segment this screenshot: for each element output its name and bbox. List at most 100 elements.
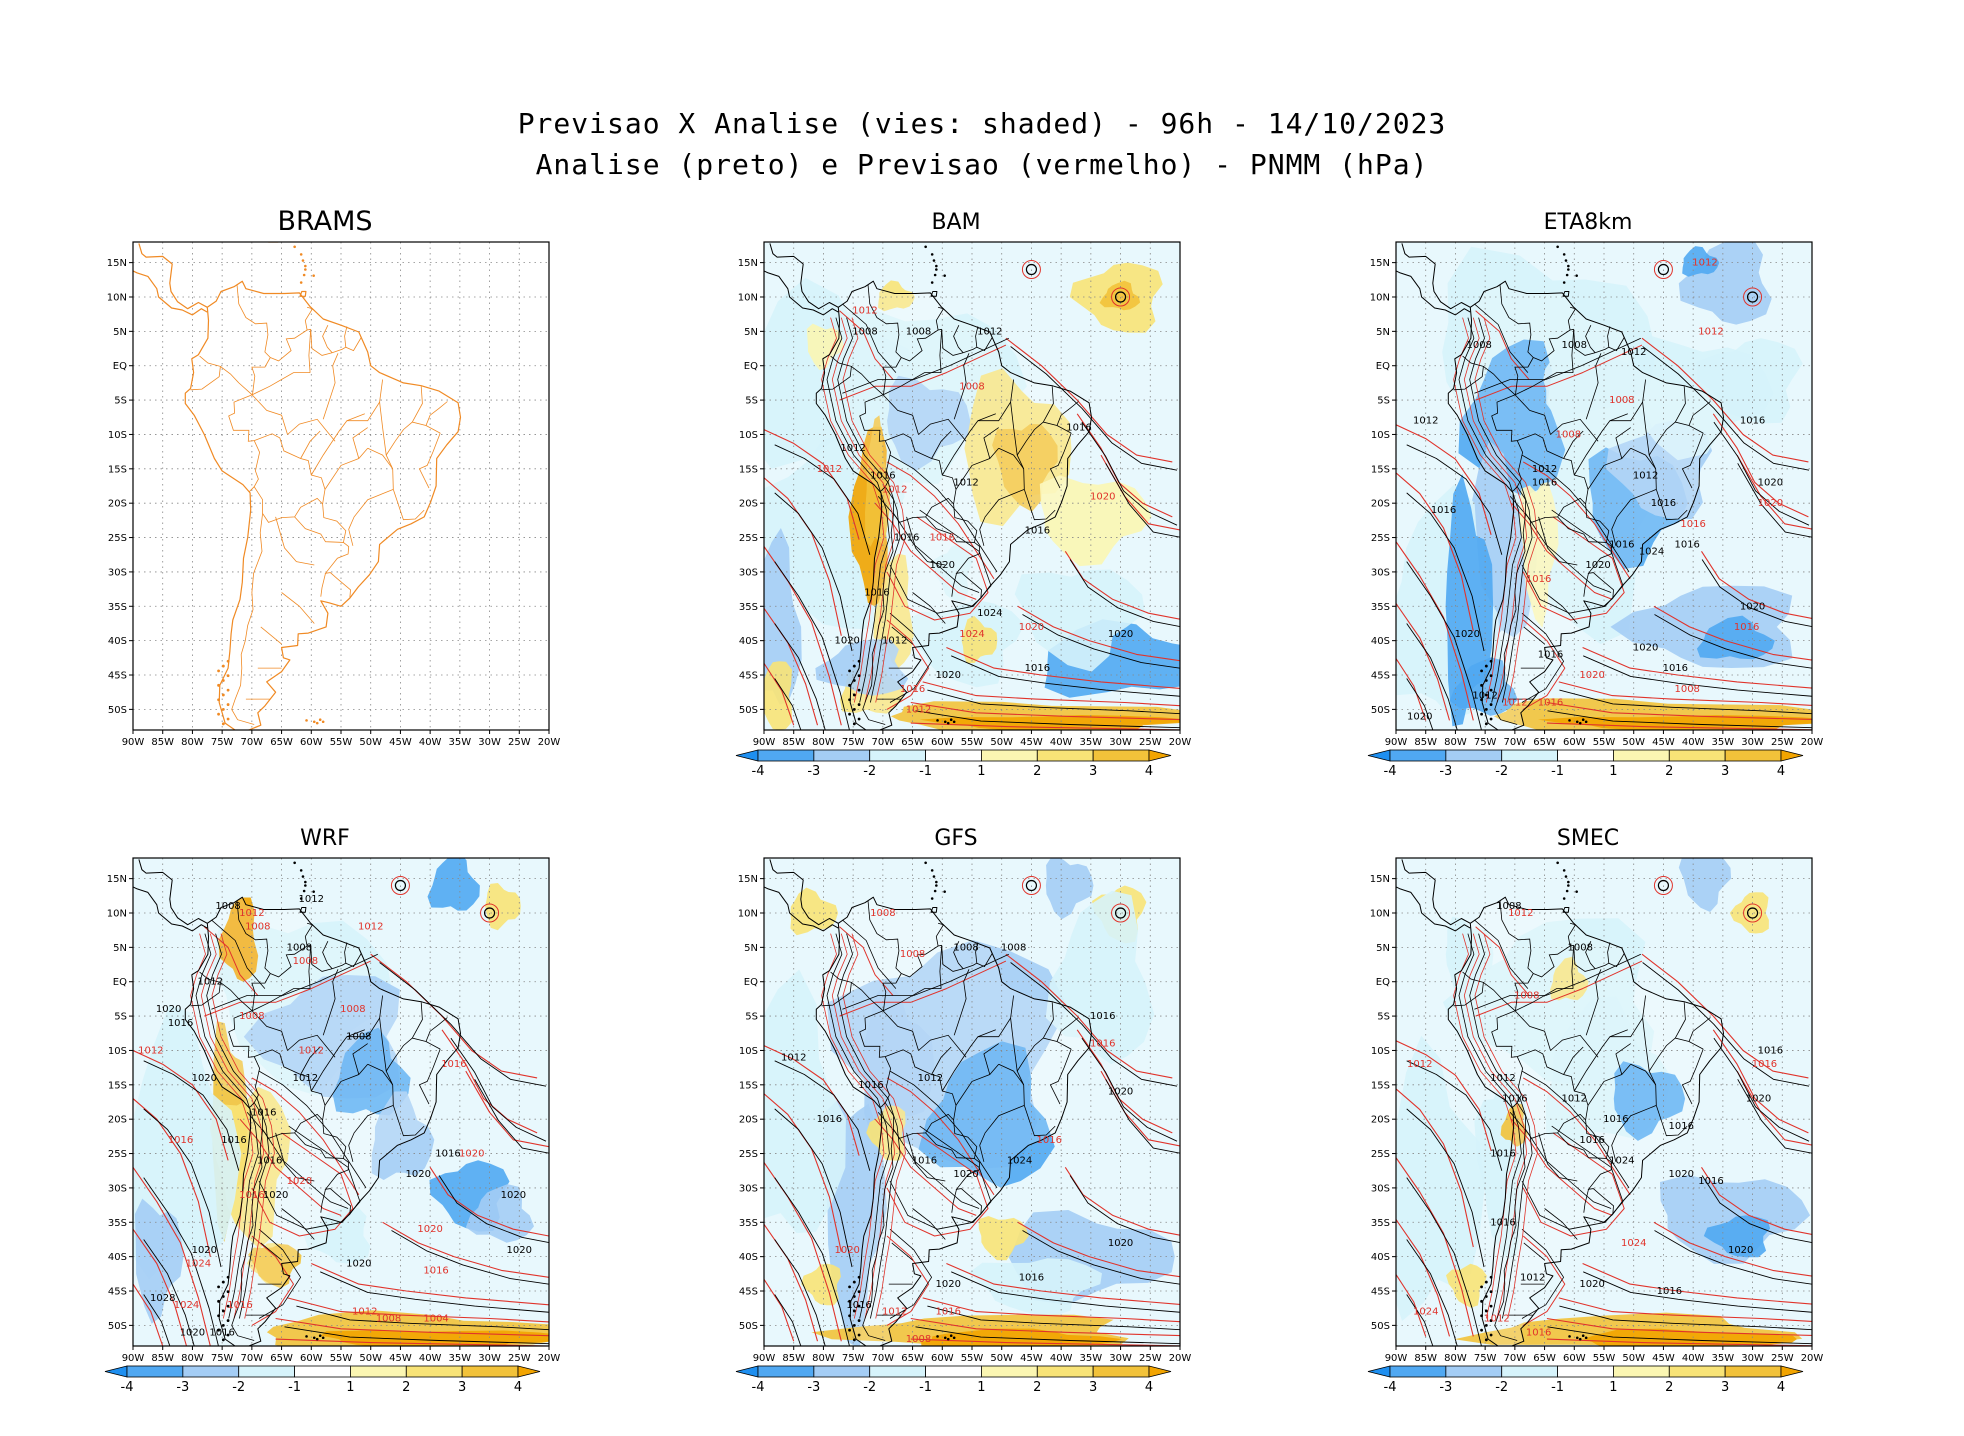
lon-tick-label: 45W <box>389 737 412 748</box>
contour-label: 1012 <box>1472 691 1497 702</box>
colorbar-swatch <box>813 1365 871 1378</box>
lat-tick-label: EQ <box>113 977 127 988</box>
lat-tick-label: 50S <box>739 705 758 716</box>
lon-tick-label: 55W <box>1593 1353 1616 1364</box>
colorbar-swatch <box>1389 1365 1447 1378</box>
lon-tick-label: 35W <box>1712 1353 1735 1364</box>
contour-label: 1020 <box>501 1190 526 1201</box>
colorbar-swatch <box>1780 1365 1804 1378</box>
contour-label: 1020 <box>1108 1087 1133 1098</box>
lat-tick-label: EQ <box>113 361 127 372</box>
colorbar-label: -4 <box>752 764 765 779</box>
contour-label: 1012 <box>1508 908 1533 919</box>
lat-tick-label: 10S <box>1371 430 1390 441</box>
bias-region <box>1396 1035 1485 1321</box>
colorbar: -4 -3 -2 -1 1 2 3 4 <box>735 1365 1172 1395</box>
colorbar: -4 -3 -2 -1 1 2 3 4 <box>1367 1365 1804 1395</box>
contour-label: 1016 <box>858 1080 883 1091</box>
bias-region <box>1045 858 1094 920</box>
colorbar-swatch <box>1367 749 1391 762</box>
colorbar-swatch <box>1668 1365 1726 1378</box>
lat-tick-label: 20S <box>108 499 127 510</box>
lat-tick-label: 20S <box>108 1115 127 1126</box>
contour-label: 1024 <box>1609 1155 1634 1166</box>
contour-label: 1016 <box>1758 1045 1783 1056</box>
lat-tick-label: 35S <box>1371 602 1390 613</box>
lat-tick-label: 45S <box>108 1287 127 1298</box>
contour-label: 1012 <box>352 1307 377 1318</box>
colorbar-swatch <box>813 749 871 762</box>
lat-tick-label: 35S <box>108 1218 127 1229</box>
bias-region <box>978 1216 1029 1261</box>
contour-label: 1020 <box>936 1279 961 1290</box>
lon-tick-label: 30W <box>478 1353 501 1364</box>
contour-label: 1020 <box>1407 711 1432 722</box>
contour-label: 1024 <box>1639 546 1664 557</box>
contour-labels: 1012 1012 1008 1008 1012 1008 1008 1012 1016 1012… <box>1407 258 1783 723</box>
lat-tick-label: 30S <box>108 567 127 578</box>
lon-tick-label: 85W <box>1414 1353 1437 1364</box>
contour-label: 1012 <box>1502 698 1527 709</box>
contour-label: 1008 <box>1674 684 1699 695</box>
contour-label: 1008 <box>215 901 240 912</box>
lon-tick-label: 25W <box>1771 1353 1794 1364</box>
colorbar-swatch <box>1557 749 1614 762</box>
contour-label: 1020 <box>1019 622 1044 633</box>
contour-label: 1012 <box>138 1045 163 1056</box>
graticule <box>133 858 549 1346</box>
colorbar-swatch <box>238 1365 295 1378</box>
lon-tick-label: 60W <box>300 737 323 748</box>
lon-tick-label: 65W <box>270 737 293 748</box>
graticule <box>764 858 1180 1346</box>
contour-label: 1016 <box>239 1190 264 1201</box>
country-borders <box>821 900 1079 1341</box>
map-content <box>133 242 549 730</box>
contour-label: 1016 <box>227 1300 252 1311</box>
colorbar-swatch <box>1724 749 1782 762</box>
contour-label: 1012 <box>1413 416 1438 427</box>
colorbar-swatch <box>126 1365 184 1378</box>
contour-label: 1020 <box>1090 491 1115 502</box>
lat-tick-label: 15S <box>739 464 758 475</box>
lat-tick-label: 5N <box>744 943 758 954</box>
contour-label: 1024 <box>174 1300 199 1311</box>
lon-tick-label: 80W <box>812 1353 835 1364</box>
contour-label: 1020 <box>834 1245 859 1256</box>
contour-label: 1016 <box>1579 1135 1604 1146</box>
colorbar-swatch <box>925 1365 982 1378</box>
contour-label: 1008 <box>870 908 895 919</box>
contour-label: 1012 <box>358 922 383 933</box>
contour-label: 1016 <box>251 1107 276 1118</box>
lat-tick-label: 10N <box>107 908 127 919</box>
lon-tick-label: 45W <box>1020 737 1043 748</box>
contour-label: 1016 <box>1669 1121 1694 1132</box>
colorbar-label: 2 <box>402 1380 410 1395</box>
lat-tick-label: 5S <box>745 1012 758 1023</box>
contour-label: 1020 <box>1108 1238 1133 1249</box>
graticule <box>133 242 549 730</box>
lat-tick-label: 5N <box>113 327 127 338</box>
contour-label: 1008 <box>1568 942 1593 953</box>
colorbar-label: -2 <box>1495 1380 1508 1395</box>
contour-label: 1020 <box>1746 1094 1771 1105</box>
lat-tick-label: 15N <box>107 258 127 269</box>
lon-tick-label: 70W <box>1504 1353 1527 1364</box>
lon-tick-label: 25W <box>1139 737 1162 748</box>
map-gfs: 1008 1008 1008 1008 1016 1012 1016 1016 1012 1020… <box>735 857 1191 1395</box>
lon-tick-label: 55W <box>330 1353 353 1364</box>
lon-tick-label: 25W <box>508 1353 531 1364</box>
graticule <box>1396 242 1812 730</box>
country-borders <box>190 284 448 725</box>
bias-region <box>801 1263 841 1306</box>
colorbar-label: 2 <box>1665 764 1673 779</box>
contour-label: 1008 <box>1609 395 1634 406</box>
contour-label: 1012 <box>918 1073 943 1084</box>
bias-region <box>933 544 973 602</box>
contour-label: 1012 <box>1520 1272 1545 1283</box>
lon-tick-label: 55W <box>330 737 353 748</box>
lat-tick-label: 50S <box>1371 705 1390 716</box>
lon-tick-label: 75W <box>1474 1353 1497 1364</box>
map-eta8km: 1012 1012 1008 1008 1012 1008 1008 1012 1016 1012… <box>1367 241 1823 779</box>
colorbar-label: 3 <box>1089 764 1097 779</box>
contour-label: 1020 <box>1758 478 1783 489</box>
